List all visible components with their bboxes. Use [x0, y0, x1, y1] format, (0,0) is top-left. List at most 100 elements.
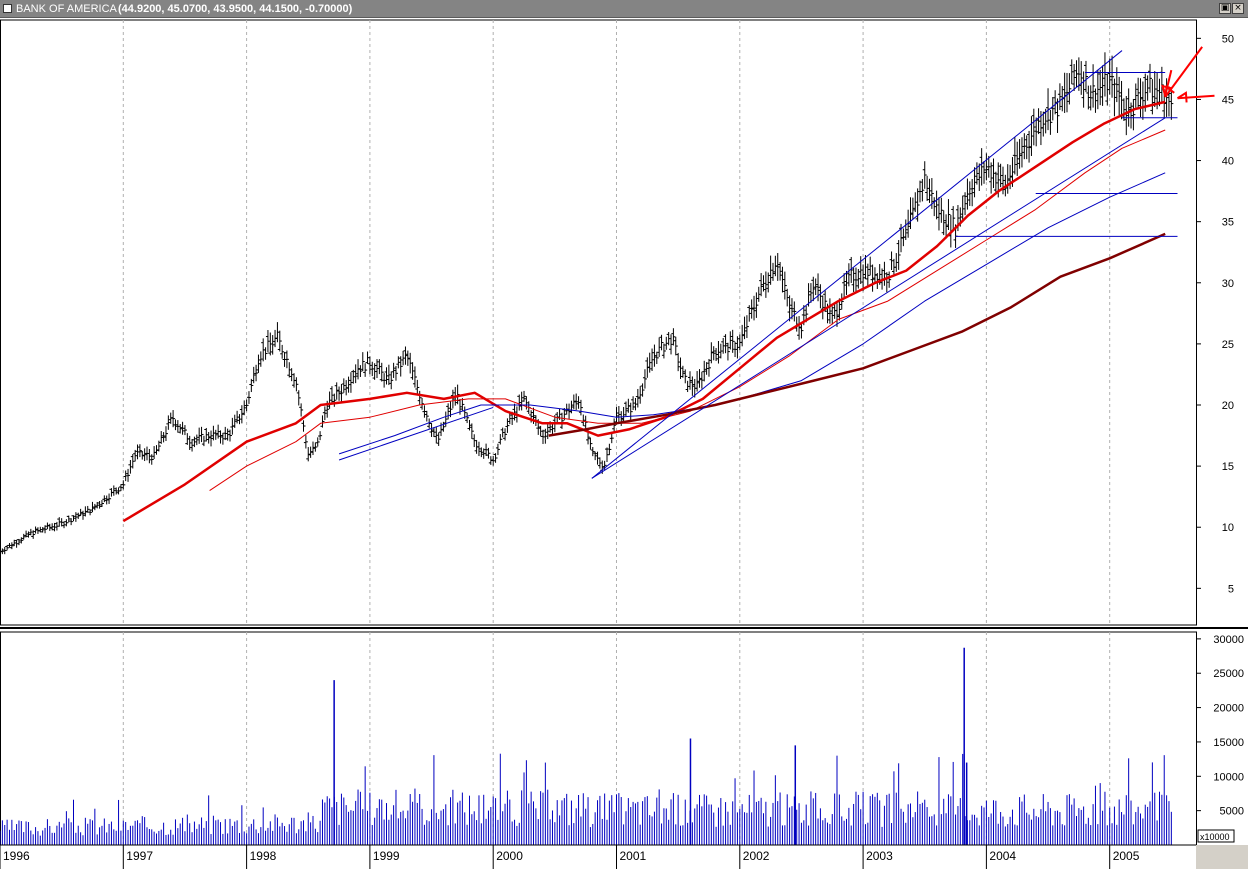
price-bar: [780, 266, 785, 293]
price-bar: [45, 522, 50, 530]
price-bar: [403, 346, 408, 365]
price-bar: [749, 299, 754, 319]
price-bar: [863, 254, 868, 280]
price-bar: [811, 276, 816, 302]
price-bar: [1012, 137, 1017, 175]
y-tick-label: 25: [1222, 339, 1234, 351]
restore-icon[interactable]: ▣: [1219, 3, 1231, 14]
price-bar: [849, 256, 854, 283]
price-bar: [778, 261, 783, 281]
price-bar: [43, 525, 48, 534]
price-bar: [631, 396, 636, 410]
y-tick-label: 15: [1222, 461, 1234, 473]
price-bar: [1081, 71, 1086, 108]
price-bar: [669, 334, 674, 355]
price-bar: [1091, 64, 1096, 108]
price-bar: [76, 512, 81, 519]
price-bar: [614, 407, 619, 425]
moving-average-1: [122, 100, 1166, 523]
y-tick-label: 45: [1222, 94, 1234, 106]
price-bar: [685, 380, 690, 393]
price-bar: [1005, 164, 1010, 194]
price-bar: [306, 447, 311, 462]
price-bar: [688, 371, 692, 390]
price-bar: [206, 431, 211, 444]
y-tick-label: 50: [1222, 33, 1234, 45]
y-tick-label: 35: [1222, 217, 1234, 229]
price-bar: [393, 365, 398, 381]
price-bar: [140, 450, 145, 460]
price-bar: [699, 371, 704, 389]
price-bar: [391, 362, 396, 378]
price-bar: [104, 495, 109, 505]
price-bar: [88, 509, 93, 516]
price-bar: [455, 384, 460, 405]
price-bar: [607, 443, 612, 456]
price-bar: [498, 434, 503, 445]
price-bar: [201, 435, 206, 447]
price-bar: [697, 369, 702, 388]
price-bar: [493, 453, 498, 463]
window-menu-icon[interactable]: [3, 4, 12, 13]
price-bar: [918, 180, 922, 203]
price-bar: [939, 197, 944, 223]
price-bar: [424, 410, 429, 422]
price-bar: [123, 470, 128, 482]
price-bar: [647, 352, 652, 373]
price-bar: [1119, 80, 1124, 120]
price-bar: [1041, 111, 1046, 137]
volume-y-tick-label: 20000: [1213, 703, 1244, 715]
price-bar: [818, 284, 823, 309]
price-bar: [194, 434, 199, 446]
price-bar: [967, 181, 972, 206]
price-bar: [268, 332, 273, 356]
price-bar: [476, 441, 481, 457]
price-bar: [410, 362, 415, 380]
price-bar: [66, 515, 71, 523]
price-bar: [894, 253, 899, 272]
price-bar: [1036, 108, 1041, 135]
price-bar: [73, 512, 78, 522]
price-bar: [147, 449, 152, 464]
price-bar: [989, 162, 994, 194]
price-bar: [137, 444, 142, 458]
price-bar: [970, 178, 975, 207]
price-bar: [348, 372, 353, 393]
price-bar: [1148, 63, 1152, 93]
price-bar: [680, 365, 685, 378]
price-bar: [505, 418, 510, 433]
price-bar: [709, 342, 714, 364]
price-bar: [507, 413, 512, 425]
price-bar: [175, 420, 180, 433]
price-bar: [351, 369, 356, 384]
price-bar: [225, 428, 230, 441]
price-bar: [163, 426, 168, 442]
price-bar: [590, 447, 595, 457]
price-bar: [360, 352, 365, 371]
price-bar: [908, 197, 913, 230]
price-bar: [365, 351, 370, 364]
price-bar: [223, 426, 228, 441]
price-bar: [249, 378, 254, 393]
price-bar: [673, 336, 678, 356]
price-bar: [220, 432, 225, 445]
price-bar: [581, 414, 586, 426]
close-icon[interactable]: ×: [1232, 3, 1244, 14]
price-bar: [657, 337, 662, 358]
price-bar: [386, 364, 391, 386]
price-bar: [412, 366, 417, 388]
price-bar: [327, 391, 332, 409]
price-bar: [277, 330, 282, 352]
price-bar: [756, 286, 761, 302]
price-bar: [839, 293, 844, 310]
symbol-name: BANK OF AMERICA: [16, 3, 117, 15]
price-bar: [676, 352, 681, 372]
price-bar: [1126, 88, 1131, 127]
price-bar: [633, 397, 638, 411]
price-bar: [192, 436, 197, 448]
price-bar: [766, 272, 771, 293]
price-bar: [787, 295, 792, 322]
price-bar: [187, 435, 192, 450]
price-bar: [1048, 109, 1053, 135]
price-bar: [993, 171, 998, 195]
